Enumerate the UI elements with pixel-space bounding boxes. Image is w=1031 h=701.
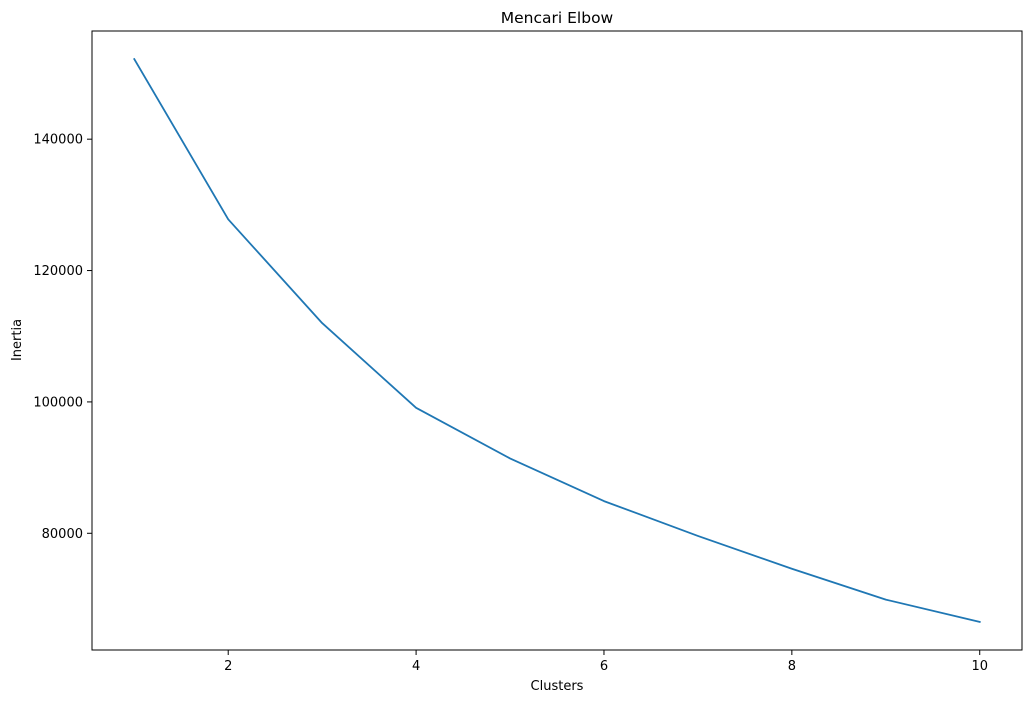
plot-area	[91, 30, 1023, 651]
x-axis-label: Clusters	[531, 679, 584, 694]
x-tick-label: 10	[971, 659, 988, 674]
chart-title: Mencari Elbow	[501, 9, 614, 27]
x-tick-label: 2	[224, 659, 232, 674]
x-tick-label: 4	[412, 659, 420, 674]
x-tick-label: 8	[788, 659, 796, 674]
y-tick-label: 100000	[33, 395, 83, 410]
y-tick-label: 80000	[42, 527, 83, 542]
x-tick-label: 6	[600, 659, 608, 674]
y-axis-ticks: 80000 100000 120000 140000	[33, 133, 92, 542]
y-axis-label: Inertia	[10, 319, 25, 361]
x-axis-ticks: 2 4 6 8 10	[224, 650, 988, 674]
series-line	[133, 57, 981, 624]
y-tick-label: 120000	[33, 264, 83, 279]
series-layer	[133, 57, 981, 624]
y-tick-label: 140000	[33, 133, 83, 148]
